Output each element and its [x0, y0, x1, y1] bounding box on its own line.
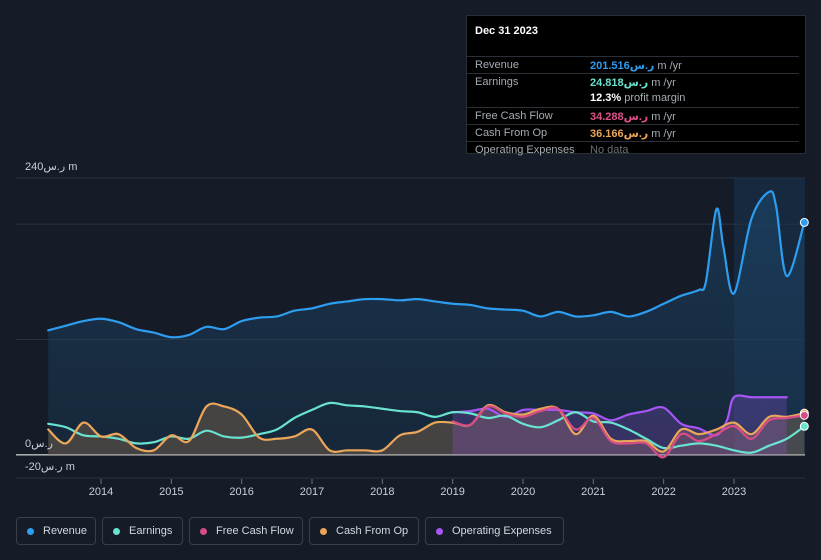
y-axis-zero-label: 0ر.س	[25, 438, 53, 450]
tooltip-label: Operating Expenses	[475, 144, 575, 156]
legend-item-earnings[interactable]: Earnings	[102, 517, 183, 545]
free-cash-flow-end-marker	[799, 410, 809, 420]
tooltip-label: Cash From Op	[475, 127, 548, 139]
x-tick-label: 2020	[511, 486, 535, 498]
y-axis-top-label: 240ر.س m	[25, 161, 78, 173]
tooltip-row-cash-from-op: Cash From Op 36.166ر.س m /yr	[467, 124, 799, 142]
x-tick-label: 2015	[159, 486, 183, 498]
tooltip-value: 36.166ر.س m /yr	[590, 128, 676, 140]
end-markers	[799, 217, 809, 431]
x-tick-label: 2017	[300, 486, 324, 498]
legend-label: Revenue	[43, 525, 88, 537]
legend-dot-icon	[200, 527, 207, 535]
revenue-line	[47, 190, 806, 339]
tooltip-row-free-cash-flow: Free Cash Flow 34.288ر.س m /yr	[467, 107, 799, 125]
earnings-end-marker	[799, 421, 809, 431]
revenue-area	[48, 191, 805, 455]
tooltip-value: 34.288ر.س m /yr	[590, 111, 676, 123]
tooltip-value: No data	[590, 144, 629, 156]
legend-dot-icon	[27, 527, 34, 535]
x-tick-label: 2019	[440, 486, 464, 498]
tooltip-row-profit-margin: 12.3% profit margin	[467, 90, 799, 107]
tooltip-label: Earnings	[475, 76, 519, 88]
x-tick-label: 2021	[581, 486, 605, 498]
tooltip-label: Revenue	[475, 59, 520, 71]
legend-dot-icon	[113, 527, 120, 535]
tooltip-row-operating-expenses: Operating Expenses No data	[467, 141, 799, 159]
cash-from-op-line	[47, 402, 806, 453]
earnings-line	[47, 401, 806, 454]
legend-dot-icon	[436, 527, 443, 535]
legend-item-operating-expenses[interactable]: Operating Expenses	[425, 517, 564, 545]
legend-label: Cash From Op	[336, 525, 409, 537]
x-tick-label: 2018	[370, 486, 394, 498]
legend-label: Operating Expenses	[452, 525, 552, 537]
tooltip-row-earnings: Earnings 24.818ر.س m /yr	[467, 73, 799, 91]
tooltip-value: 24.818ر.س m /yr	[590, 77, 676, 89]
y-axis-bottom-label: -20ر.س m	[25, 461, 75, 473]
tooltip-value: 12.3% profit margin	[590, 92, 686, 104]
data-tooltip: Dec 31 2023 Revenue 201.516ر.س m /yr Ear…	[466, 15, 806, 156]
x-tick-label: 2016	[229, 486, 253, 498]
chart-area: 2014 2015 2016 2017 2018 2019 2020 2021 2022 2023	[16, 177, 809, 498]
x-tick-label: 2022	[651, 486, 675, 498]
x-axis-ticks: 2014 2015 2016 2017 2018 2019 2020 2021 2022 2023	[89, 479, 746, 498]
legend-item-free-cash-flow[interactable]: Free Cash Flow	[189, 517, 303, 545]
x-tick-label: 2023	[722, 486, 746, 498]
tooltip-label: Free Cash Flow	[475, 110, 553, 122]
tooltip-value: 201.516ر.س m /yr	[590, 60, 682, 72]
legend-dot-icon	[320, 527, 327, 535]
legend-label: Earnings	[129, 525, 173, 537]
x-tick-label: 2014	[89, 486, 113, 498]
tooltip-row-revenue: Revenue 201.516ر.س m /yr	[467, 56, 799, 74]
free-cash-flow-line	[451, 405, 806, 459]
revenue-end-marker	[799, 217, 809, 227]
series-lines	[47, 190, 806, 459]
legend-item-revenue[interactable]: Revenue	[16, 517, 96, 545]
tooltip-date: Dec 31 2023	[475, 25, 538, 37]
legend-item-cash-from-op[interactable]: Cash From Op	[309, 517, 419, 545]
legend-label: Free Cash Flow	[216, 525, 294, 537]
